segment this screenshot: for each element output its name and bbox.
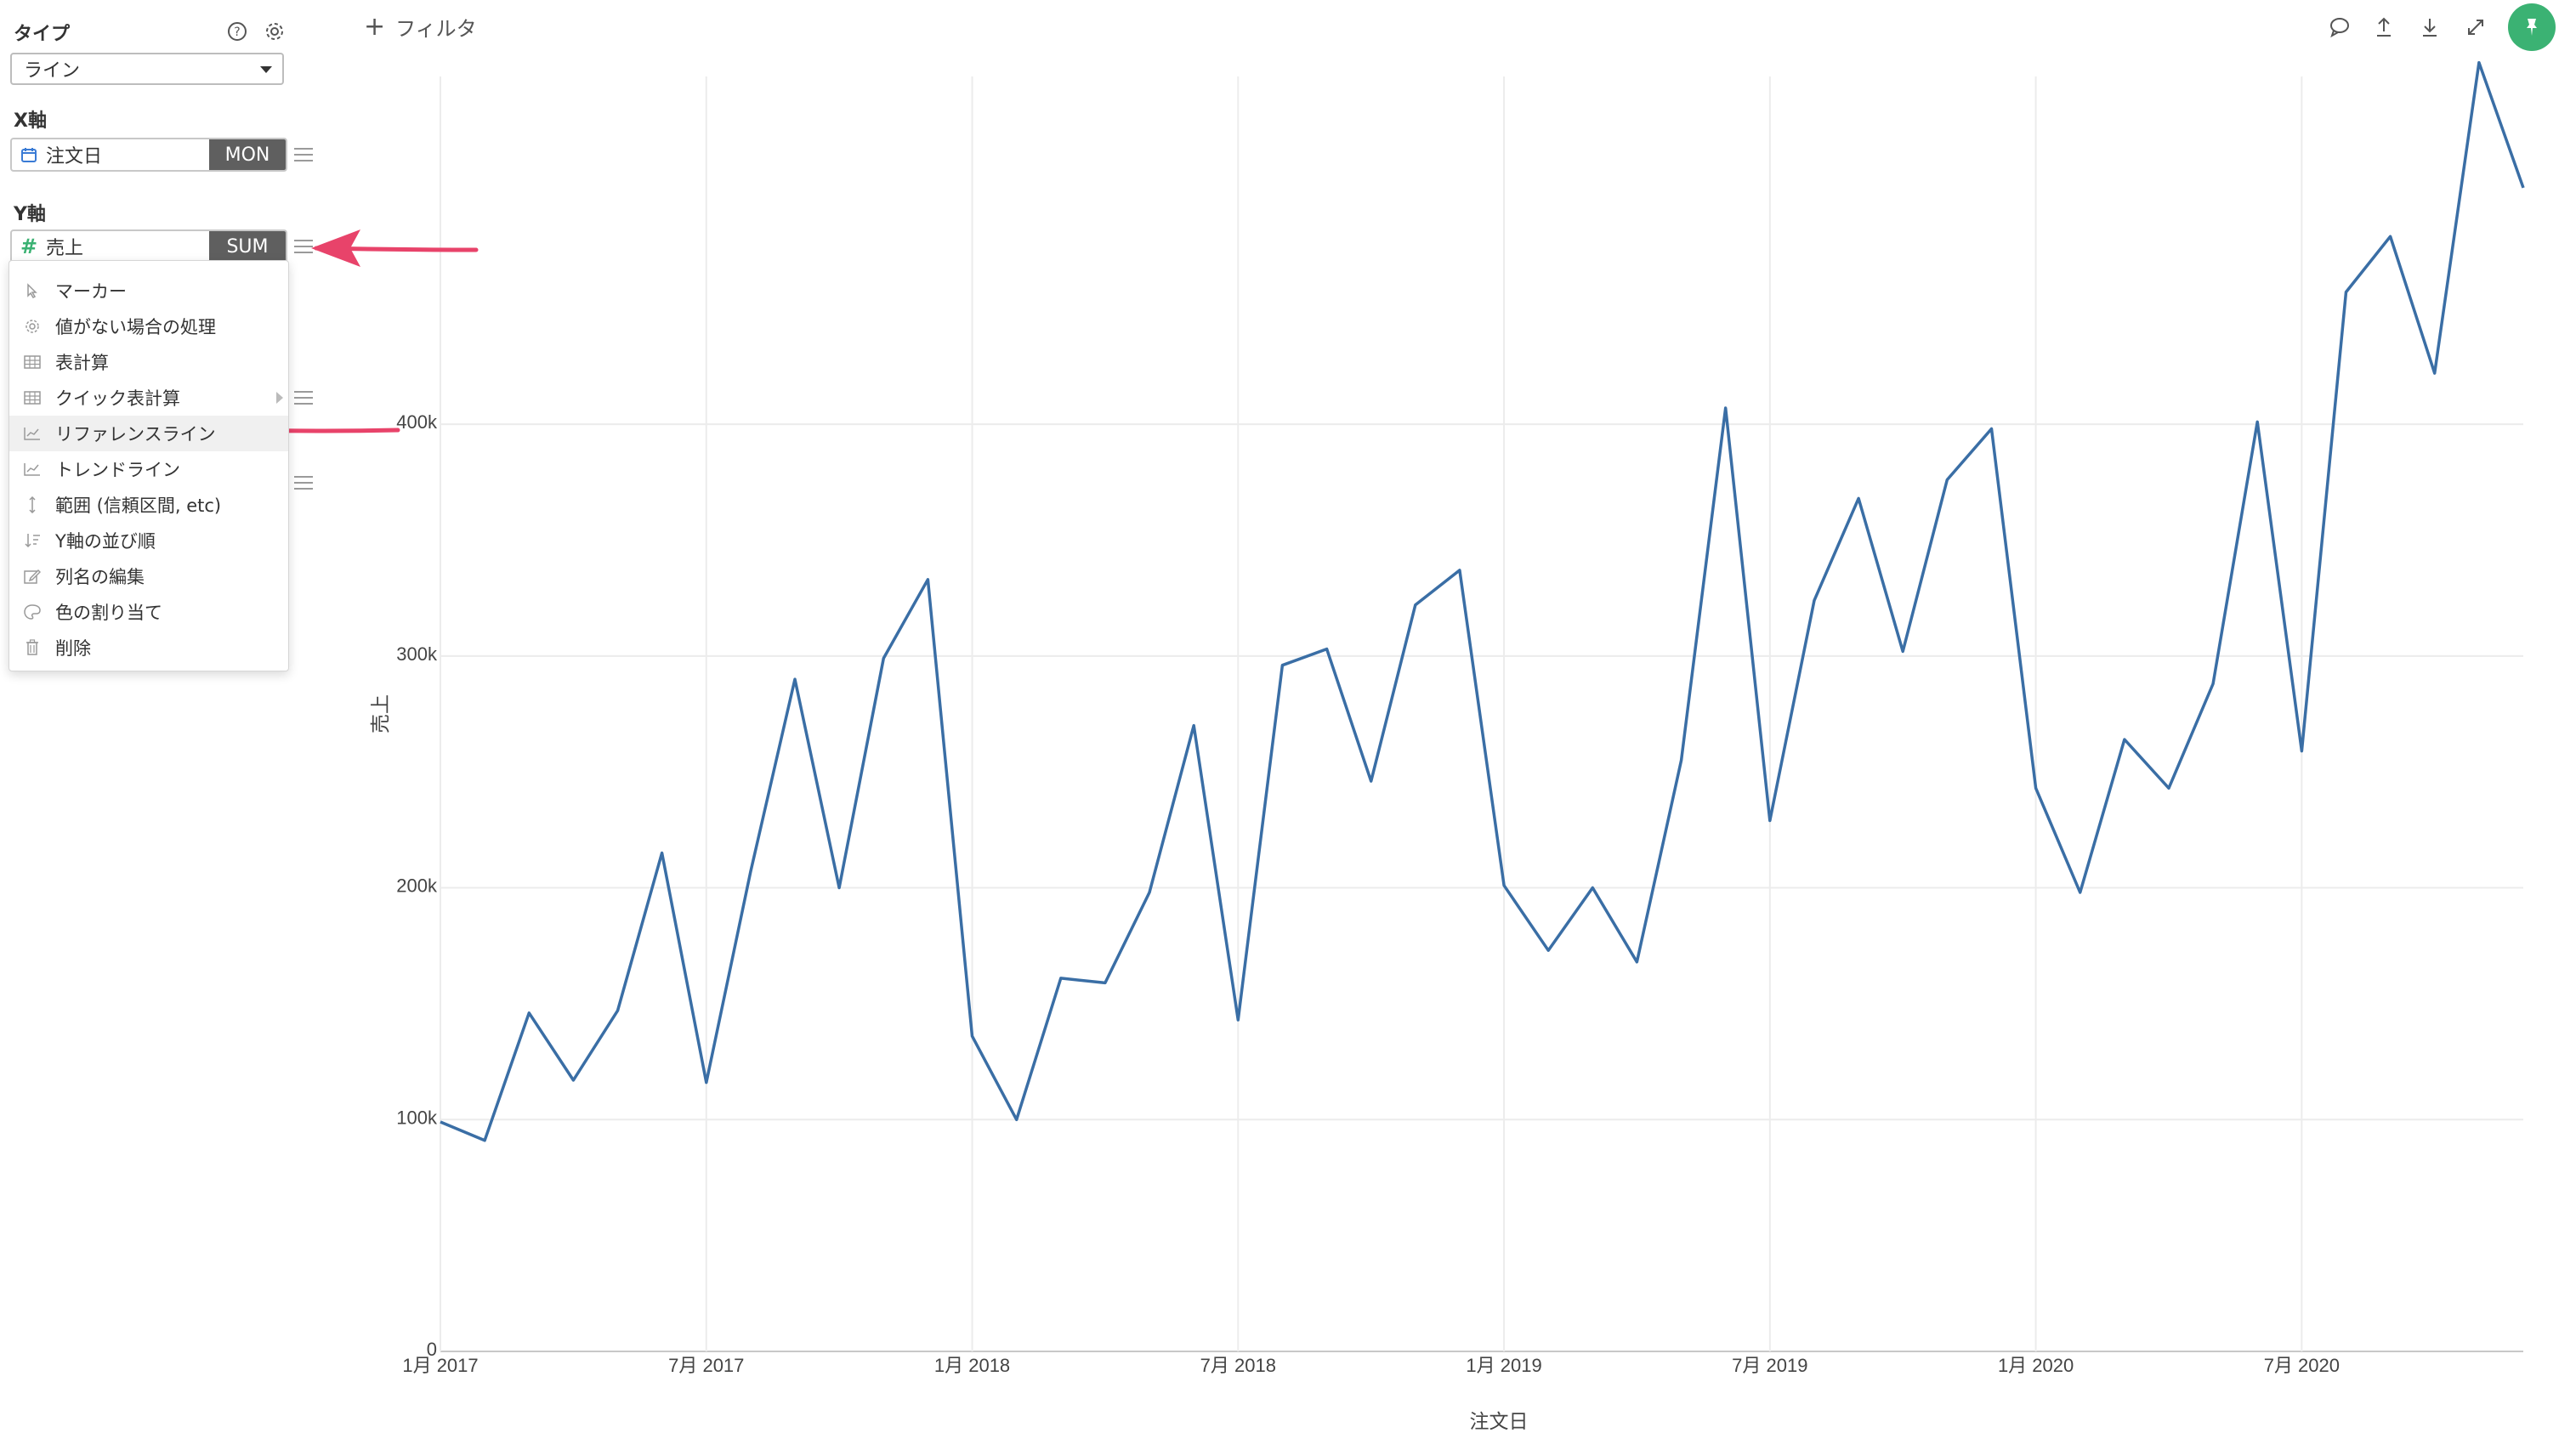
calendar-icon <box>12 146 46 163</box>
help-icon[interactable]: ? <box>226 20 248 42</box>
menu-item-label: リファレンスライン <box>55 424 216 445</box>
x-tick-label: 7月 2017 <box>668 1355 744 1376</box>
svg-text:?: ? <box>234 25 240 39</box>
sort-icon <box>9 533 55 548</box>
menu-item-label: 削除 <box>55 638 91 659</box>
menu-item-label: 列名の編集 <box>55 567 145 587</box>
plus-icon: + <box>364 11 386 42</box>
range-icon <box>9 496 55 513</box>
edit-icon <box>9 568 55 585</box>
menu-item-color-assignment[interactable]: 色の割り当て <box>9 594 288 630</box>
y-tick-label: 0 <box>427 1339 437 1360</box>
x-axis-section-title: X軸 <box>14 110 47 132</box>
menu-item-label: 値がない場合の処理 <box>55 317 216 337</box>
download-icon[interactable] <box>2416 14 2443 41</box>
expand-icon[interactable] <box>2462 14 2489 41</box>
y-tick-label: 200k <box>396 875 438 897</box>
x-axis-menu-icon[interactable] <box>294 148 313 163</box>
menu-item-delete[interactable]: 削除 <box>9 630 288 666</box>
menu-item-edit-column-name[interactable]: 列名の編集 <box>9 558 288 594</box>
menu-item-quick-table-calculation[interactable]: クイック表計算 <box>9 380 288 416</box>
chevron-down-icon <box>260 66 272 73</box>
x-tick-label: 7月 2019 <box>1732 1355 1807 1376</box>
menu-item-trend-line[interactable]: トレンドライン <box>9 451 288 487</box>
row-menu-icon[interactable] <box>294 476 313 491</box>
x-tick-label: 7月 2020 <box>2264 1355 2340 1376</box>
menu-item-table-calculation[interactable]: 表計算 <box>9 344 288 380</box>
x-tick-label: 7月 2018 <box>1200 1355 1276 1376</box>
x-tick-label: 1月 2018 <box>934 1355 1010 1376</box>
y-axis-title: 売上 <box>369 694 391 733</box>
x-axis-title: 注文日 <box>1470 1410 1529 1432</box>
line-chart-icon <box>9 462 55 476</box>
y-tick-label: 400k <box>396 411 438 433</box>
menu-item-label: 範囲 (信頼区間, etc) <box>55 496 222 516</box>
chart-type-value: ライン <box>24 60 81 82</box>
y-axis-field-pill[interactable]: # 売上 SUM <box>10 229 287 263</box>
y-axis-field-label: 売上 <box>46 238 84 259</box>
menu-item-label: トレンドライン <box>55 460 180 480</box>
upload-icon[interactable] <box>2370 14 2397 41</box>
y-tick-label: 100k <box>396 1107 438 1128</box>
menu-item-y-axis-sort[interactable]: Y軸の並び順 <box>9 523 288 558</box>
line-chart-icon <box>9 427 55 440</box>
menu-item-missing-values[interactable]: 値がない場合の処理 <box>9 309 288 344</box>
y-tick-label: 300k <box>396 643 438 665</box>
y-axis-dropdown-menu: マーカー 値がない場合の処理 表計算 クイック表計算 リファレンスライン トレン… <box>9 260 289 671</box>
filter-label: フィルタ <box>395 16 477 41</box>
series-line <box>440 60 2525 1142</box>
menu-item-label: 色の割り当て <box>55 603 162 623</box>
gear-icon[interactable] <box>264 20 286 42</box>
menu-item-label: マーカー <box>55 281 127 302</box>
menu-item-marker[interactable]: マーカー <box>9 273 288 309</box>
menu-item-reference-line[interactable]: リファレンスライン <box>9 416 288 451</box>
comment-icon[interactable] <box>2326 14 2353 41</box>
type-section-title: タイプ <box>14 24 71 45</box>
chevron-right-icon <box>276 392 283 404</box>
table-icon <box>9 391 55 405</box>
hash-icon: # <box>20 235 38 258</box>
y-axis-aggregation-button[interactable]: SUM <box>209 231 286 262</box>
pin-icon <box>2527 19 2537 36</box>
menu-item-label: クイック表計算 <box>55 388 180 409</box>
add-filter-button[interactable]: + フィルタ <box>364 11 477 42</box>
x-axis-field-label: 注文日 <box>46 146 103 167</box>
menu-item-label: 表計算 <box>55 353 109 373</box>
x-axis-field-pill[interactable]: 注文日 MON <box>10 138 287 172</box>
annotation-arrow-y-menu-head <box>311 229 360 267</box>
x-tick-label: 1月 2017 <box>402 1355 478 1376</box>
y-axis-menu-icon[interactable] <box>294 240 313 255</box>
row-menu-icon[interactable] <box>294 391 313 406</box>
y-axis-section-title: Y軸 <box>14 204 46 225</box>
gear-icon <box>9 319 55 334</box>
menu-item-label: Y軸の並び順 <box>55 531 156 552</box>
x-tick-label: 1月 2019 <box>1466 1355 1541 1376</box>
table-icon <box>9 355 55 369</box>
trash-icon <box>9 639 55 656</box>
pin-button[interactable] <box>2508 3 2556 51</box>
chart-type-select[interactable]: ライン <box>10 53 284 85</box>
palette-icon <box>9 604 55 620</box>
x-tick-label: 1月 2020 <box>1998 1355 2074 1376</box>
menu-item-range[interactable]: 範囲 (信頼区間, etc) <box>9 487 288 523</box>
x-axis-aggregation-button[interactable]: MON <box>209 139 286 170</box>
cursor-icon <box>9 283 55 298</box>
